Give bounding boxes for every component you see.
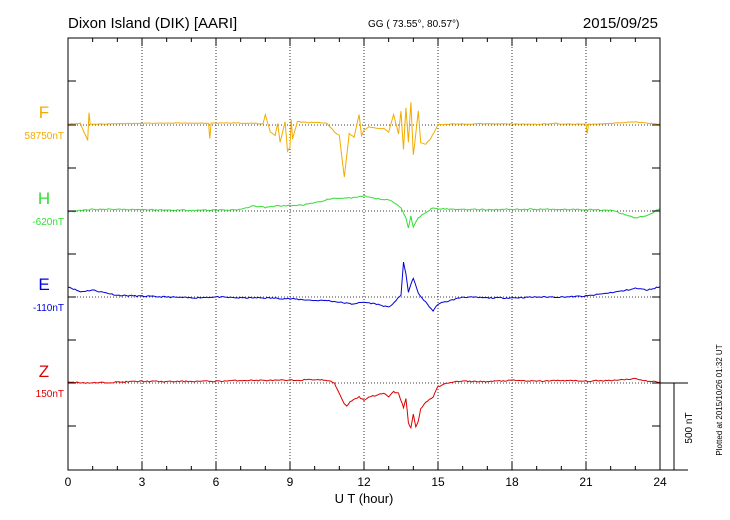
scale-bar: 500 nT <box>660 382 695 471</box>
channel-label-e: E <box>38 275 49 294</box>
trace-z <box>67 377 661 430</box>
scale-bar-label: 500 nT <box>684 412 695 443</box>
baseline-value-z: 150nT <box>36 389 64 400</box>
x-tick-label: 12 <box>357 475 371 489</box>
trace-h <box>67 195 661 229</box>
trace-f <box>67 102 661 178</box>
grid-lines <box>141 38 587 470</box>
station-title: Dixon Island (DIK) [AARI] <box>68 15 237 32</box>
baseline-value-f: 58750nT <box>25 131 64 142</box>
x-axis-label: U T (hour) <box>335 491 394 506</box>
x-tick-label: 0 <box>65 475 72 489</box>
trace-e <box>67 262 661 312</box>
baseline-value-h: -620nT <box>32 217 64 228</box>
x-tick-label: 18 <box>505 475 519 489</box>
x-tick-label: 9 <box>287 475 294 489</box>
channel-label-f: F <box>39 103 49 122</box>
x-tick-label: 21 <box>579 475 593 489</box>
date-label: 2015/09/25 <box>583 15 658 32</box>
x-tick-label: 3 <box>139 475 146 489</box>
frame-ticks <box>68 80 660 427</box>
channel-label-h: H <box>38 189 50 208</box>
geographic-coordinates: GG ( 73.55°, 80.57°) <box>368 19 459 30</box>
channel-label-z: Z <box>39 362 49 381</box>
channel-labels: F 58750nT H -620nT E -110nT Z 150nT <box>25 103 64 400</box>
baseline-value-e: -110nT <box>33 303 64 314</box>
x-tick-label: 24 <box>653 475 667 489</box>
plotted-at-note: Plotted at 2015/10/26 01:32 UT <box>715 344 724 455</box>
x-tick-label: 15 <box>431 475 445 489</box>
x-tick-label: 6 <box>213 475 220 489</box>
traces <box>67 102 661 430</box>
x-axis-ticks: 0 3 6 9 12 15 18 21 24 <box>65 38 667 489</box>
